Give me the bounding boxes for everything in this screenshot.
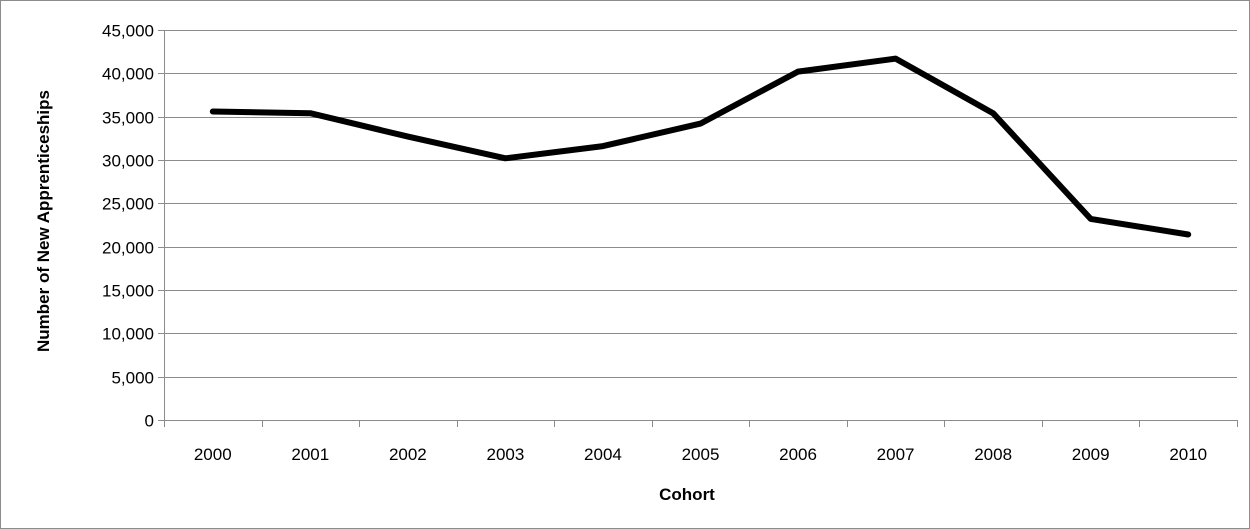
series-line <box>209 55 1192 238</box>
x-tick-label: 2000 <box>194 445 232 464</box>
y-tick-label: 30,000 <box>102 152 154 171</box>
x-tick-label: 2001 <box>291 445 329 464</box>
x-axis-title: Cohort <box>659 485 715 504</box>
gridlines <box>164 30 1237 378</box>
x-tick-label: 2007 <box>877 445 915 464</box>
x-tick-label: 2004 <box>584 445 622 464</box>
tick-labels: 0 5,000 10,000 15,000 20,000 25,000 30,000 35,0… <box>102 22 1207 465</box>
x-tick-label: 2008 <box>974 445 1012 464</box>
y-tick-label: 25,000 <box>102 195 154 214</box>
y-tick-label: 0 <box>145 412 154 431</box>
y-tick-label: 15,000 <box>102 282 154 301</box>
y-tick-label: 10,000 <box>102 325 154 344</box>
x-tick-label: 2003 <box>486 445 524 464</box>
y-tick-label: 35,000 <box>102 109 154 128</box>
axes <box>158 30 1238 427</box>
y-tick-label: 40,000 <box>102 65 154 84</box>
x-tick-label: 2010 <box>1169 445 1207 464</box>
y-axis-title: Number of New Apprenticeships <box>34 90 53 352</box>
x-tick-label: 2006 <box>779 445 817 464</box>
x-tick-label: 2005 <box>682 445 720 464</box>
x-tick-label: 2002 <box>389 445 427 464</box>
series-layer <box>209 55 1192 238</box>
y-tick-label: 5,000 <box>111 369 154 388</box>
y-tick-label: 45,000 <box>102 22 154 41</box>
y-tick-label: 20,000 <box>102 239 154 258</box>
x-tick-label: 2009 <box>1072 445 1110 464</box>
